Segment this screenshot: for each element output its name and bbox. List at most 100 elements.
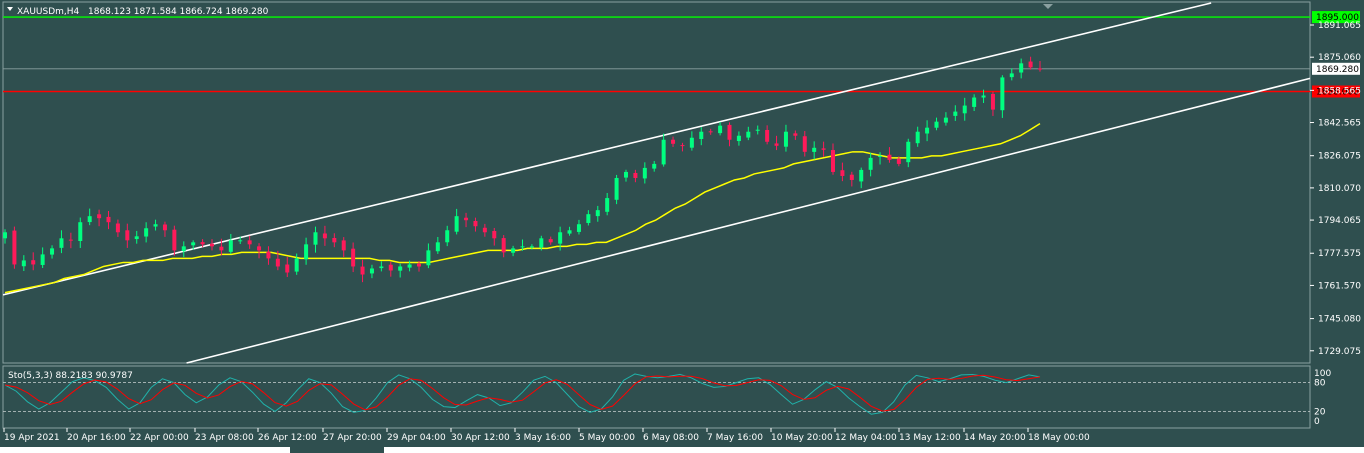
time-tick-label: 18 May 00:00 xyxy=(1028,433,1090,443)
candle-body xyxy=(896,158,901,164)
level-tag-1869.280 xyxy=(1312,62,1360,75)
level-tag-1895.000 xyxy=(1312,11,1360,24)
chart-shift-marker-icon xyxy=(1043,4,1053,9)
candle xyxy=(247,235,252,249)
price-tick-label: 1761.570 xyxy=(1318,281,1361,291)
candle xyxy=(539,235,544,251)
candle xyxy=(464,212,469,228)
candle xyxy=(680,142,685,152)
candle-body xyxy=(718,125,723,134)
candle-body xyxy=(266,251,271,259)
candle-body xyxy=(652,163,657,169)
candle xyxy=(59,230,64,254)
candle xyxy=(595,205,600,222)
candle-body xyxy=(68,239,73,241)
channel-line-lower[interactable] xyxy=(186,77,1311,364)
bottom-tab-strip xyxy=(0,447,290,453)
channel-line-upper[interactable] xyxy=(2,2,1212,296)
stoch-scale-label: 0 xyxy=(1314,417,1320,427)
candle xyxy=(379,261,384,272)
candle xyxy=(840,162,845,182)
candle-body xyxy=(586,214,591,223)
candle xyxy=(454,208,459,235)
candle xyxy=(115,219,120,237)
time-tick-label: 3 May 16:00 xyxy=(515,433,571,443)
candle xyxy=(727,122,732,147)
candle-body xyxy=(313,232,318,245)
candle xyxy=(746,126,751,141)
candle xyxy=(548,236,553,245)
candle xyxy=(219,238,224,256)
price-tick-label: 1745.080 xyxy=(1318,315,1361,325)
candle-body xyxy=(294,258,299,272)
candle-body xyxy=(972,97,977,107)
candle-body xyxy=(275,258,280,267)
candle xyxy=(200,239,205,248)
candle-body xyxy=(228,240,233,252)
ohlc-values: 1868.123 1871.584 1866.724 1869.280 xyxy=(88,7,269,17)
price-tick-label: 1891.065 xyxy=(1318,21,1361,31)
candle-body xyxy=(115,223,120,233)
candle xyxy=(868,152,873,177)
candle-body xyxy=(97,214,102,219)
candle xyxy=(821,141,826,157)
candle xyxy=(398,263,403,278)
candle-body xyxy=(812,147,817,152)
candle xyxy=(341,237,346,258)
candle xyxy=(482,223,487,237)
candle-body xyxy=(567,230,572,234)
stoch-main-line xyxy=(4,373,1041,415)
candle-body xyxy=(727,124,732,140)
candle xyxy=(435,236,440,254)
dropdown-arrow-icon[interactable] xyxy=(7,7,13,11)
candle xyxy=(87,208,92,226)
candles xyxy=(3,56,1042,283)
candle xyxy=(972,94,977,112)
price-tick-label: 1810.070 xyxy=(1318,184,1361,194)
candle-body xyxy=(247,240,252,245)
candle xyxy=(332,233,337,248)
candle xyxy=(661,133,666,167)
candle xyxy=(313,226,318,253)
candle-body xyxy=(360,266,365,275)
candle-body xyxy=(454,216,459,232)
candle-body xyxy=(915,131,920,144)
candle xyxy=(369,264,374,279)
candle-body xyxy=(304,244,309,260)
candle xyxy=(859,167,864,189)
candle xyxy=(511,245,516,257)
candle xyxy=(162,221,167,237)
candle-body xyxy=(1009,73,1014,78)
candle xyxy=(31,252,36,271)
candle-body xyxy=(953,111,958,116)
candle-body xyxy=(31,260,36,265)
trend-channel xyxy=(2,2,1311,364)
price-tick-label: 1777.575 xyxy=(1318,249,1361,259)
candle-body xyxy=(746,131,751,138)
candle-body xyxy=(181,246,186,252)
candle xyxy=(1000,75,1005,118)
level-tag-1858.000 xyxy=(1312,85,1360,98)
stoch-scale-label: 20 xyxy=(1314,407,1326,417)
candle-body xyxy=(943,117,948,123)
candle-body xyxy=(934,121,939,128)
bottom-scroll-strip[interactable] xyxy=(384,447,1364,453)
candle xyxy=(633,169,638,183)
candle xyxy=(388,261,393,277)
candle-body xyxy=(388,264,393,271)
candle-body xyxy=(473,221,478,227)
candle xyxy=(106,211,111,230)
candle xyxy=(407,260,412,272)
candle-body xyxy=(981,95,986,98)
time-tick-label: 30 Apr 12:00 xyxy=(451,433,510,443)
level-tag-text: 1895.000 xyxy=(1316,13,1359,23)
candle-body xyxy=(407,264,412,268)
candle xyxy=(445,225,450,247)
candle-body xyxy=(398,266,403,271)
candle-body xyxy=(633,172,638,178)
candle-body xyxy=(106,216,111,223)
candle xyxy=(228,233,233,254)
time-tick-label: 20 Apr 16:00 xyxy=(67,433,126,443)
